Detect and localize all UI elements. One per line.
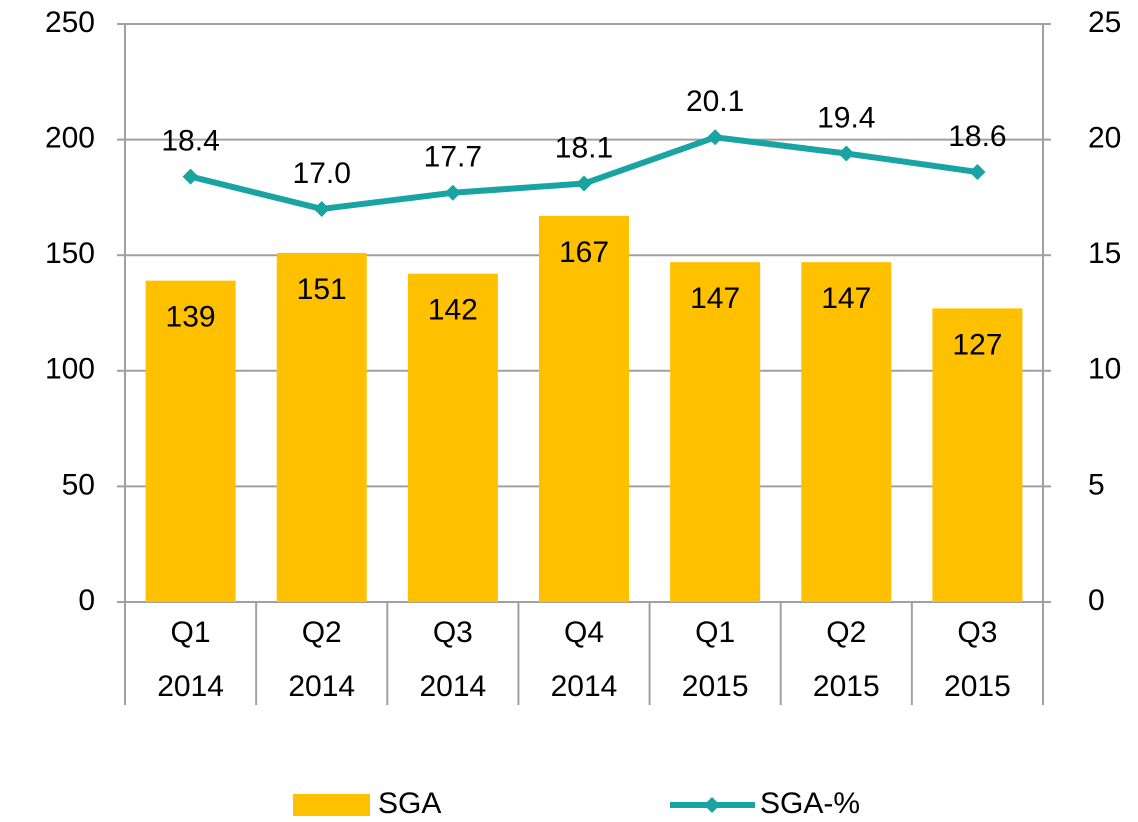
line-marker [838, 145, 855, 162]
legend-label: SGA [378, 787, 441, 820]
legend-swatch [293, 794, 370, 816]
bar [932, 308, 1023, 602]
x-tick-label: 2014 [288, 670, 355, 703]
line-marker [576, 175, 592, 192]
data-label: 151 [297, 273, 347, 306]
x-tick-label: 2015 [813, 670, 880, 703]
bar [145, 280, 236, 602]
bar [276, 252, 367, 602]
y2-tick-label: 15 [1088, 237, 1121, 270]
y-tick-label: 250 [45, 6, 95, 39]
y2-tick-label: 5 [1088, 468, 1105, 501]
legend-marker [704, 797, 720, 813]
x-tick-label: Q3 [957, 616, 997, 649]
line-marker [313, 200, 330, 217]
x-tick-label: 2014 [157, 670, 224, 703]
data-label: 147 [821, 282, 871, 315]
x-tick-label: Q2 [826, 616, 866, 649]
y-tick-label: 150 [45, 237, 95, 270]
line-marker [707, 129, 724, 146]
data-label: 18.4 [161, 125, 219, 158]
x-tick-label: 2015 [944, 670, 1011, 703]
data-label: 17.7 [424, 141, 482, 174]
y-tick-label: 200 [45, 122, 95, 155]
y2-tick-label: 0 [1088, 584, 1105, 617]
data-label: 139 [166, 301, 216, 334]
data-label: 142 [428, 294, 478, 327]
y2-tick-label: 20 [1088, 122, 1121, 155]
bar [801, 262, 892, 602]
y2-tick-label: 25 [1088, 6, 1121, 39]
legend-label: SGA-% [760, 787, 860, 820]
data-label: 20.1 [686, 85, 744, 118]
data-label: 18.6 [948, 120, 1006, 153]
x-tick-label: Q3 [433, 616, 473, 649]
y-tick-label: 50 [62, 468, 95, 501]
y2-tick-label: 10 [1088, 353, 1121, 386]
x-tick-label: 2014 [419, 670, 486, 703]
bar [539, 215, 629, 602]
data-label: 19.4 [817, 101, 875, 134]
x-tick-label: 2015 [682, 670, 749, 703]
x-tick-label: Q4 [564, 616, 604, 649]
bar [407, 273, 498, 602]
x-tick-label: Q1 [171, 616, 211, 649]
line-marker [969, 163, 986, 180]
data-label: 18.1 [555, 131, 613, 164]
x-tick-label: Q1 [695, 616, 735, 649]
y-tick-label: 100 [45, 353, 95, 386]
data-label: 17.0 [293, 157, 351, 190]
data-label: 147 [690, 282, 740, 315]
line-marker [444, 184, 461, 201]
line-marker [182, 168, 199, 185]
data-label: 167 [559, 236, 609, 269]
x-tick-label: Q2 [302, 616, 342, 649]
x-tick-label: 2014 [551, 670, 618, 703]
y-tick-label: 0 [78, 584, 95, 617]
bar [670, 262, 761, 602]
data-label: 127 [952, 328, 1002, 361]
